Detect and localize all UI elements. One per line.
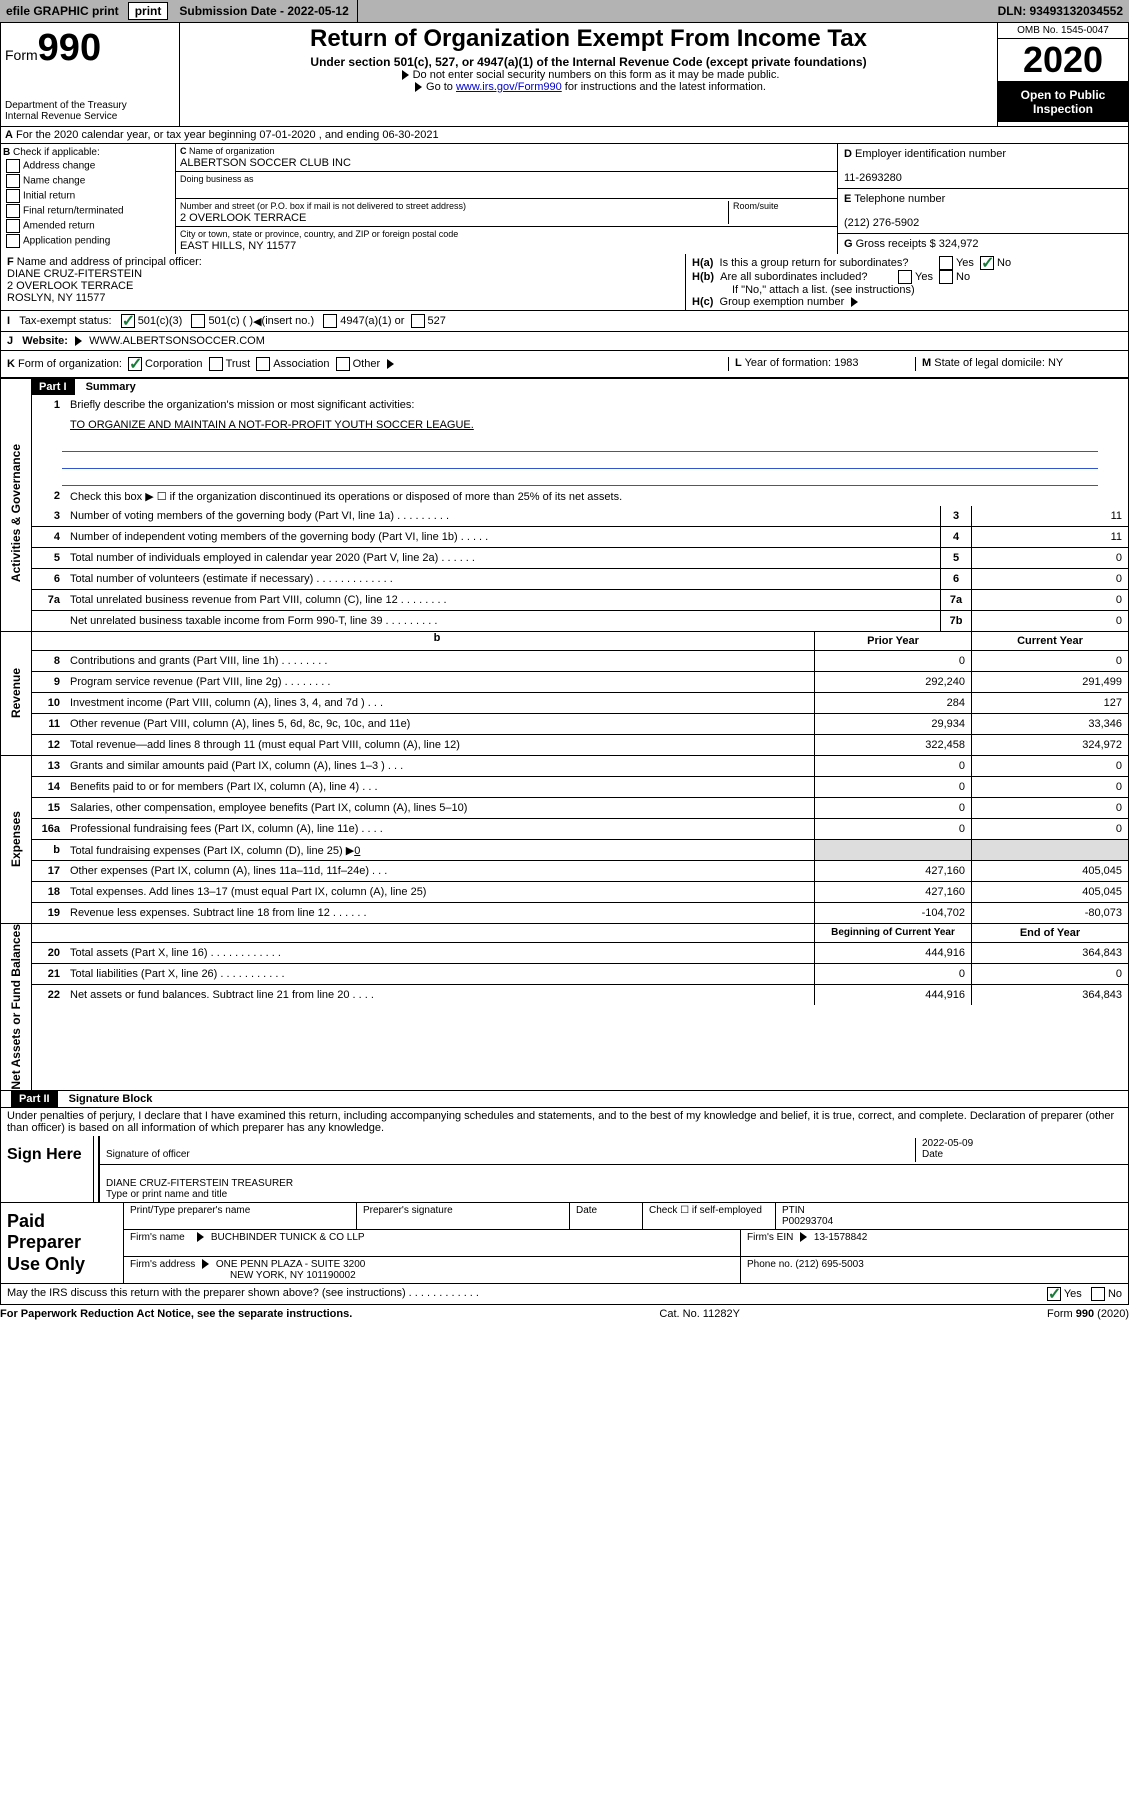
cb-final: Final return/terminated [3,204,173,218]
form-number: Form990 [5,27,175,70]
form-note2: Go to www.irs.gov/Form990 for instructio… [182,81,995,93]
section-i: I Tax-exempt status: 501(c)(3) 501(c) ( … [0,311,1129,332]
footer: For Paperwork Reduction Act Notice, see … [0,1305,1129,1323]
sign-here-label: Sign Here [1,1136,94,1202]
col-h: H(a) Is this a group return for subordin… [686,254,1128,310]
arrow-icon [851,297,858,307]
top-bar: efile GRAPHIC print print Submission Dat… [0,0,1129,22]
tax-year: 2020 [998,39,1128,82]
col-f: F Name and address of principal officer:… [1,254,686,310]
row-a: A For the 2020 calendar year, or tax yea… [0,127,1129,144]
governance-section: Activities & Governance 1Briefly describ… [0,395,1129,632]
form-title: Return of Organization Exempt From Incom… [182,25,995,53]
section-j: J Website: WWW.ALBERTSONSOCCER.COM [0,332,1129,351]
form990-link[interactable]: www.irs.gov/Form990 [456,81,562,93]
address: Number and street (or P.O. box if mail i… [176,199,837,227]
expenses-section: Expenses 13Grants and similar amounts pa… [0,756,1129,924]
tab-expenses: Expenses [1,756,32,923]
form-note1: Do not enter social security numbers on … [182,69,995,81]
arrow-icon [800,1232,807,1242]
arrow-icon [197,1232,204,1242]
efile-label: efile GRAPHIC print [0,4,125,18]
telephone: E Telephone number(212) 276-5902 [838,189,1128,234]
dln-label: DLN: 93493132034552 [992,4,1129,18]
discuss-row: May the IRS discuss this return with the… [0,1284,1129,1305]
cb-initial: Initial return [3,189,173,203]
cb-name: Name change [3,174,173,188]
dept-irs: Internal Revenue Service [5,111,175,122]
arrow-icon [202,1259,209,1269]
form-left: Form990 Department of the Treasury Inter… [1,23,180,126]
submission-date: Submission Date - 2022-05-12 [171,0,357,22]
form-mid: Return of Organization Exempt From Incom… [180,23,998,126]
form-header: Form990 Department of the Treasury Inter… [0,22,1129,127]
gross-receipts: G Gross receipts $ 324,972 [838,234,1128,254]
arrow-icon [402,70,409,80]
print-button[interactable]: print [128,2,169,20]
ein: D Employer identification number11-26932… [838,144,1128,189]
tab-revenue: Revenue [1,632,32,755]
omb-number: OMB No. 1545-0047 [998,23,1128,39]
paid-preparer: Paid Preparer Use Only Print/Type prepar… [0,1203,1129,1285]
part1-header: Part I Summary [0,378,1129,395]
dba: Doing business as [176,172,837,199]
tab-governance: Activities & Governance [1,395,32,631]
city: City or town, state or province, country… [176,227,837,254]
declaration: Under penalties of perjury, I declare th… [0,1108,1129,1136]
revenue-section: Revenue bPrior YearCurrent Year 8Contrib… [0,632,1129,756]
cb-amended: Amended return [3,219,173,233]
form-right: OMB No. 1545-0047 2020 Open to Public In… [998,23,1128,126]
cb-address: Address change [3,159,173,173]
arrow-icon [415,82,422,92]
dept-treasury: Department of the Treasury [5,100,175,111]
form-subtitle: Under section 501(c), 527, or 4947(a)(1)… [182,55,995,69]
netassets-section: Net Assets or Fund Balances Beginning of… [0,924,1129,1091]
section-f-h: F Name and address of principal officer:… [0,254,1129,311]
arrow-icon [387,359,394,369]
arrow-icon [75,336,82,346]
tab-netassets: Net Assets or Fund Balances [1,924,32,1090]
org-name: C Name of organizationALBERTSON SOCCER C… [176,144,837,172]
open-inspection: Open to Public Inspection [998,82,1128,122]
col-c: C Name of organizationALBERTSON SOCCER C… [176,144,837,254]
sign-here: Sign Here Signature of officer 2022-05-0… [0,1136,1129,1203]
part2-header: Part II Signature Block [0,1091,1129,1108]
col-d: D Employer identification number11-26932… [837,144,1128,254]
section-k: K Form of organization: Corporation Trus… [0,351,1129,378]
section-b-c-d: B Check if applicable: Address change Na… [0,144,1129,254]
paid-preparer-label: Paid Preparer Use Only [1,1203,124,1284]
col-b: B Check if applicable: Address change Na… [1,144,176,254]
cb-pending: Application pending [3,234,173,248]
